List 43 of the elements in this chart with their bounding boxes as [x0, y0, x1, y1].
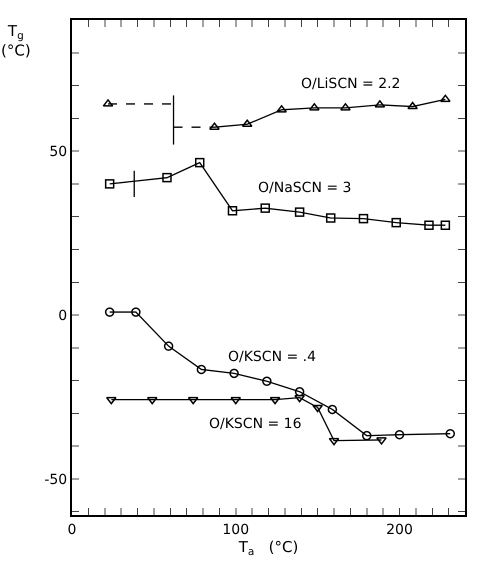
point: [312, 404, 323, 412]
series-label: O/KSCN = 16: [209, 416, 302, 432]
point: [194, 158, 204, 168]
point: [164, 341, 174, 351]
y-axis-title: T$_{g}$ (°C): [1, 22, 31, 60]
point: [270, 396, 280, 404]
y-tick-label: 0: [58, 308, 68, 324]
point: [294, 394, 305, 402]
point: [131, 307, 141, 317]
point: [294, 386, 304, 396]
point: [340, 103, 351, 111]
point: [104, 179, 114, 189]
point: [391, 218, 401, 228]
x-tick-label: 200: [386, 522, 413, 538]
point: [196, 364, 206, 374]
series-label: O/NaSCN = 3: [258, 180, 352, 196]
point: [294, 207, 304, 217]
point: [209, 122, 220, 130]
text: T$_{a}$ (°C): [238, 538, 298, 558]
point: [407, 102, 418, 110]
point: [104, 307, 114, 317]
series-label: O/KSCN = .4: [228, 349, 316, 365]
point: [424, 220, 434, 230]
point: [326, 213, 336, 223]
point: [394, 430, 404, 440]
series-label: O/LiSCN = 2.2: [301, 76, 400, 92]
point: [260, 203, 270, 213]
point: [328, 404, 338, 414]
y-tick-label: -50: [44, 472, 68, 488]
point: [362, 430, 372, 440]
point: [446, 428, 456, 438]
point: [162, 172, 172, 182]
point: [228, 206, 238, 216]
point: [440, 220, 450, 230]
point: [102, 99, 114, 107]
point: [358, 214, 368, 224]
point: [276, 105, 287, 113]
y-tick-label: 50: [49, 144, 68, 160]
point: [376, 437, 387, 445]
point: [262, 376, 272, 386]
x-tick-label: 100: [222, 522, 250, 538]
point: [328, 438, 340, 446]
point: [229, 368, 239, 378]
